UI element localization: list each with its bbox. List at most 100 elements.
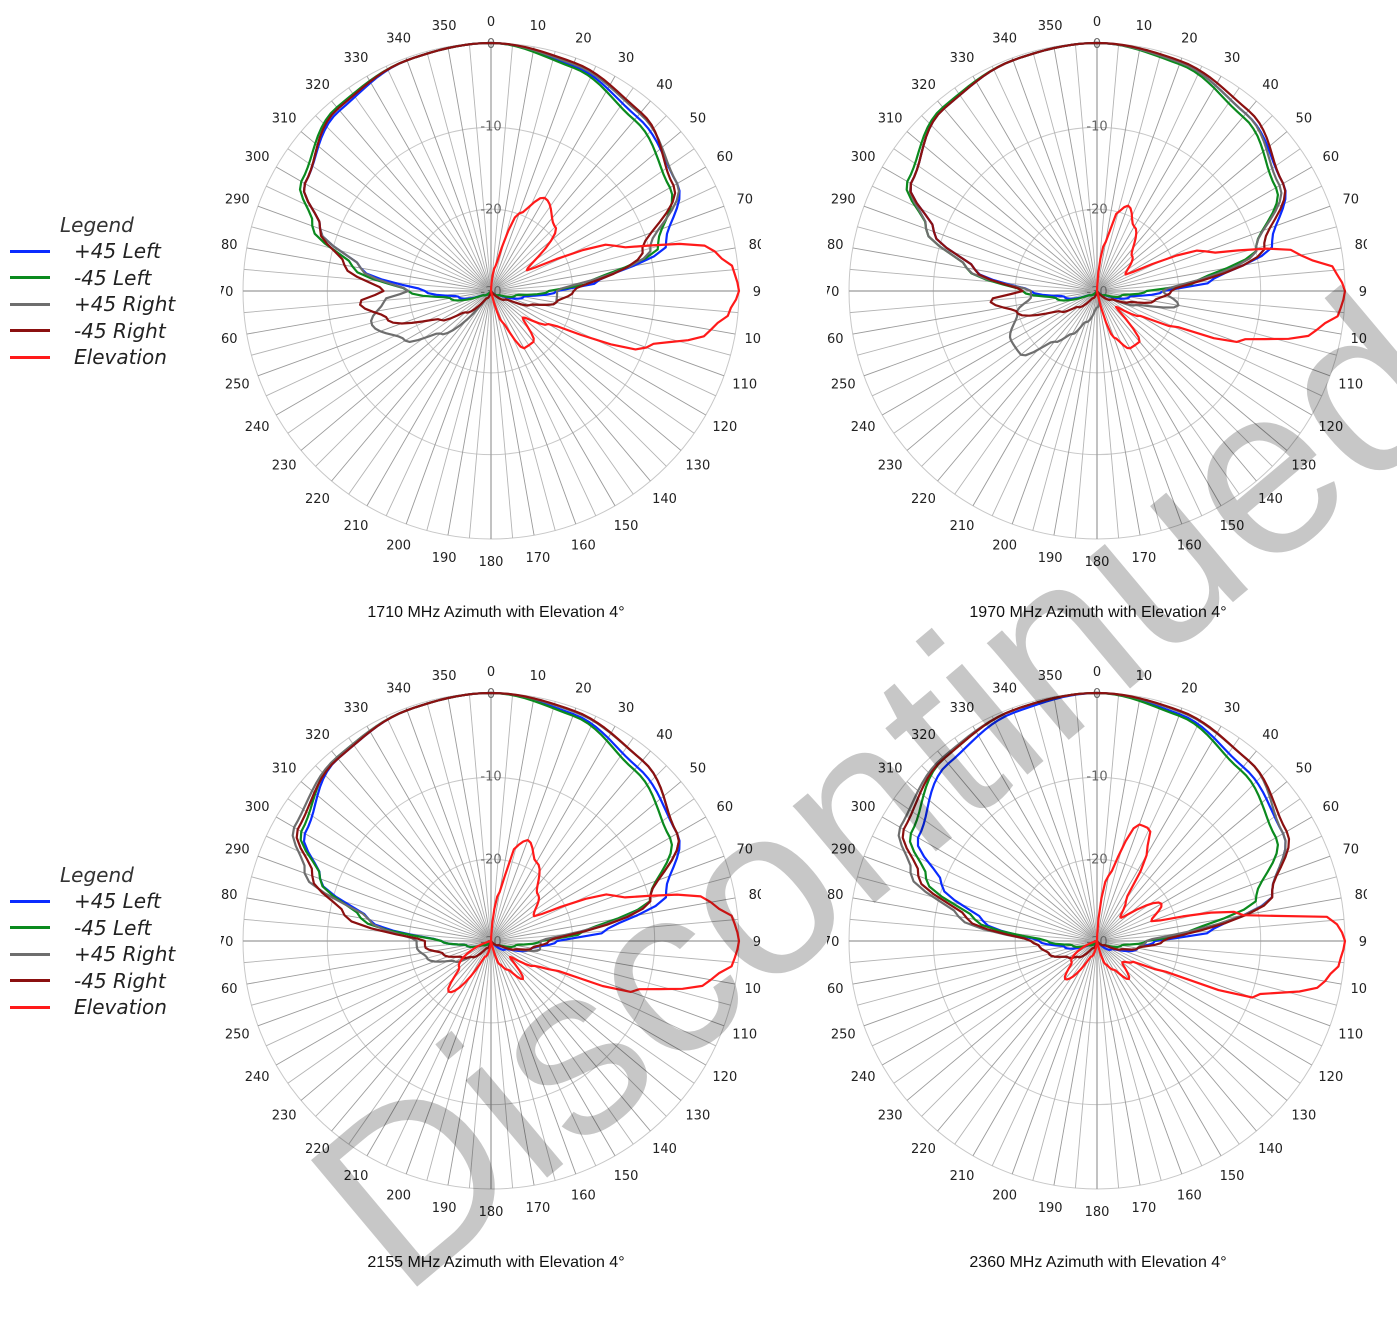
angle-tick-label: 40 (1262, 78, 1279, 93)
legend-swatch (10, 952, 50, 956)
angle-tick-label: 290 (225, 193, 250, 208)
angle-tick-label: 0 (1093, 665, 1101, 680)
grid-spoke (385, 716, 492, 942)
legend-item: +45 Left (10, 238, 210, 265)
grid-spoke (490, 290, 731, 356)
grid-spoke (490, 290, 706, 416)
grid-spoke (385, 940, 492, 1166)
grid-spoke (257, 290, 492, 377)
angle-tick-label: 190 (1038, 551, 1063, 566)
grid-spoke (315, 290, 492, 467)
grid-spoke (1053, 940, 1098, 1186)
angle-tick-label: 10 (1136, 19, 1153, 34)
angle-tick-label: 200 (386, 539, 411, 554)
angle-tick-label: 170 (525, 1201, 550, 1216)
grid-spoke (1096, 855, 1331, 942)
angle-tick-label: 160 (571, 539, 596, 554)
grid-spoke (266, 185, 492, 292)
angle-tick-label: 220 (911, 492, 936, 507)
chart-title-1710: 1710 MHz Azimuth with Elevation 4° (367, 604, 625, 621)
legend-label: +45 Left (74, 889, 161, 914)
grid-spoke (1096, 876, 1337, 942)
angle-tick-label: 210 (950, 519, 975, 534)
grid-spoke (1053, 696, 1098, 942)
grid-spoke (1096, 290, 1120, 539)
grid-spoke (849, 268, 1098, 292)
legend-title: Legend (60, 213, 134, 237)
grid-spoke (954, 87, 1098, 292)
grid-spoke (1096, 100, 1257, 292)
angle-tick-label: 150 (614, 1169, 639, 1184)
grid-spoke (490, 290, 514, 539)
angle-tick-label: 70 (736, 843, 753, 858)
angle-tick-label: 110 (732, 1027, 757, 1042)
legend-item: +45 Right (10, 941, 210, 968)
grid-spoke (1096, 290, 1342, 335)
grid-spoke (1096, 76, 1222, 292)
grid-spoke (490, 115, 667, 292)
grid-spoke (1074, 290, 1098, 539)
angle-tick-label: 140 (652, 492, 677, 507)
angle-tick-label: 110 (1338, 1027, 1363, 1042)
legend-swatch (10, 899, 50, 903)
angle-tick-label: 320 (305, 728, 330, 743)
grid-spoke (1011, 940, 1098, 1175)
grid-spoke (426, 290, 492, 531)
grid-spoke (366, 290, 492, 506)
grid-spoke (490, 940, 706, 1066)
angle-tick-label: 240 (851, 1070, 876, 1085)
legend-label: -45 Left (74, 915, 152, 940)
grid-spoke (366, 726, 492, 942)
angle-tick-label: 170 (525, 551, 550, 566)
grid-spoke (490, 205, 725, 292)
grid-spoke (257, 855, 492, 942)
grid-spoke (490, 290, 736, 335)
angle-tick-label: 70 (736, 193, 753, 208)
radial-tick-label: 0 (487, 37, 495, 52)
angle-tick-label: 50 (1296, 761, 1313, 776)
grid-spoke (490, 737, 634, 942)
angle-tick-label: 120 (1318, 420, 1343, 435)
grid-spoke (921, 115, 1098, 292)
legend-item: Elevation (10, 994, 210, 1021)
grid-spoke (331, 100, 492, 292)
radial-tick-label: 0 (1093, 687, 1101, 702)
angle-tick-label: 240 (245, 420, 270, 435)
grid-spoke (385, 290, 492, 516)
grid-spoke (954, 290, 1098, 495)
angle-tick-label: 260 (827, 982, 844, 997)
grid-spoke (266, 290, 492, 397)
angle-tick-label: 330 (950, 51, 975, 66)
grid-spoke (490, 290, 597, 516)
grid-spoke (906, 781, 1098, 942)
grid-spoke (490, 226, 731, 292)
angle-tick-label: 60 (717, 800, 734, 815)
angle-tick-label: 320 (911, 728, 936, 743)
angle-tick-label: 100 (1350, 982, 1367, 997)
angle-tick-label: 0 (1093, 15, 1101, 30)
grid-spoke (276, 290, 492, 416)
angle-tick-label: 200 (992, 539, 1017, 554)
angle-tick-label: 120 (1318, 1070, 1343, 1085)
grid-spoke (490, 100, 651, 292)
angle-tick-label: 340 (386, 31, 411, 46)
grid-spoke (1053, 290, 1098, 536)
angle-tick-label: 220 (305, 492, 330, 507)
angle-tick-label: 230 (878, 459, 903, 474)
angle-tick-label: 270 (221, 285, 233, 300)
angle-tick-label: 140 (1258, 492, 1283, 507)
angle-tick-label: 270 (827, 935, 839, 950)
grid-spoke (893, 940, 1098, 1084)
angle-tick-label: 350 (432, 19, 457, 34)
grid-spoke (972, 76, 1098, 292)
grid-spoke (1096, 43, 1120, 292)
angle-tick-label: 60 (1323, 150, 1340, 165)
grid-spoke (490, 76, 616, 292)
grid-spoke (490, 940, 597, 1166)
angle-tick-label: 90 (1359, 935, 1367, 950)
angle-tick-label: 90 (1359, 285, 1367, 300)
grid-spoke (1096, 940, 1301, 1084)
angle-tick-label: 280 (827, 888, 844, 903)
angle-tick-label: 350 (432, 669, 457, 684)
angle-tick-label: 190 (432, 1201, 457, 1216)
